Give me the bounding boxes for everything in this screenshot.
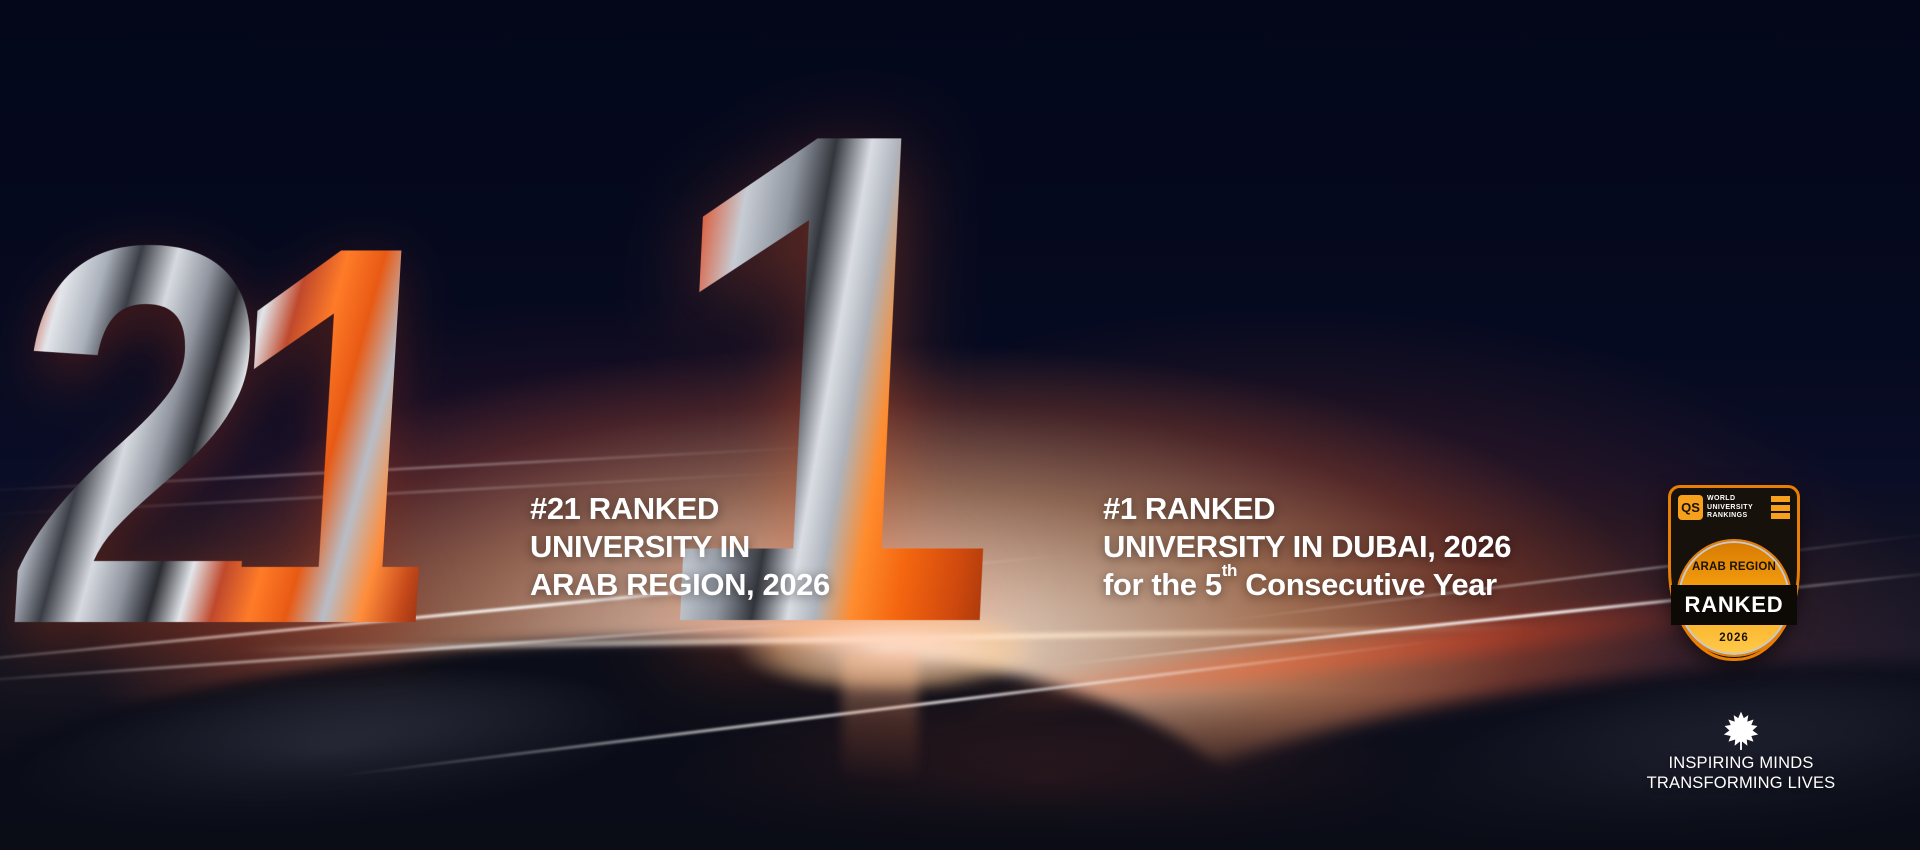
big-number-1: 1 (632, 0, 1029, 769)
qs-badge-ranked-label: RANKED (1684, 592, 1784, 617)
dubai-ranking-line3: for the 5th Consecutive Year (1103, 562, 1511, 604)
arab-ranking-line2: UNIVERSITY IN (530, 529, 750, 564)
arab-ranking-line3: ARAB REGION, 2026 (530, 567, 830, 602)
dubai-ranking-line3-superscript: th (1221, 561, 1238, 580)
arab-region-ranking-text: #21 RANKED UNIVERSITY IN ARAB REGION, 20… (530, 490, 830, 604)
qs-rankings-badge: QS WORLD UNIVERSITY RANKINGS ARAB REGION… (1668, 485, 1800, 661)
qs-badge-header: QS WORLD UNIVERSITY RANKINGS (1671, 488, 1797, 521)
arab-ranking-line1: #21 RANKED (530, 491, 719, 526)
qs-bars-icon (1771, 496, 1790, 520)
tagline-line1: INSPIRING MINDS (1668, 754, 1814, 772)
qs-org-line1: WORLD (1707, 495, 1736, 502)
qs-logo-icon: QS (1678, 495, 1703, 521)
university-tagline: INSPIRING MINDS TRANSFORMING LIVES (1630, 753, 1852, 793)
dubai-ranking-text: #1 RANKED UNIVERSITY IN DUBAI, 2026 for … (1103, 490, 1511, 604)
dubai-ranking-line3-prefix: for the 5 (1103, 567, 1222, 602)
dubai-ranking-line3-suffix: Consecutive Year (1236, 567, 1497, 602)
big-number-21: 21 (0, 134, 445, 737)
qs-org-line3: RANKINGS (1707, 512, 1748, 519)
qs-badge-region-label: ARAB REGION (1692, 561, 1776, 573)
qs-badge-year: 2026 (1719, 632, 1749, 644)
red-light-streak (961, 591, 1759, 717)
tagline-line2: TRANSFORMING LIVES (1646, 774, 1836, 792)
dubai-ranking-line1: #1 RANKED (1103, 491, 1276, 526)
university-logo: INSPIRING MINDS TRANSFORMING LIVES (1630, 710, 1852, 793)
dubai-ranking-line2: UNIVERSITY IN DUBAI, 2026 (1103, 529, 1512, 564)
qs-badge-ranked-band: RANKED (1671, 585, 1797, 625)
qs-org-name: WORLD UNIVERSITY RANKINGS (1707, 495, 1753, 521)
qs-org-line2: UNIVERSITY (1707, 503, 1754, 511)
maple-leaf-icon (1723, 711, 1759, 750)
